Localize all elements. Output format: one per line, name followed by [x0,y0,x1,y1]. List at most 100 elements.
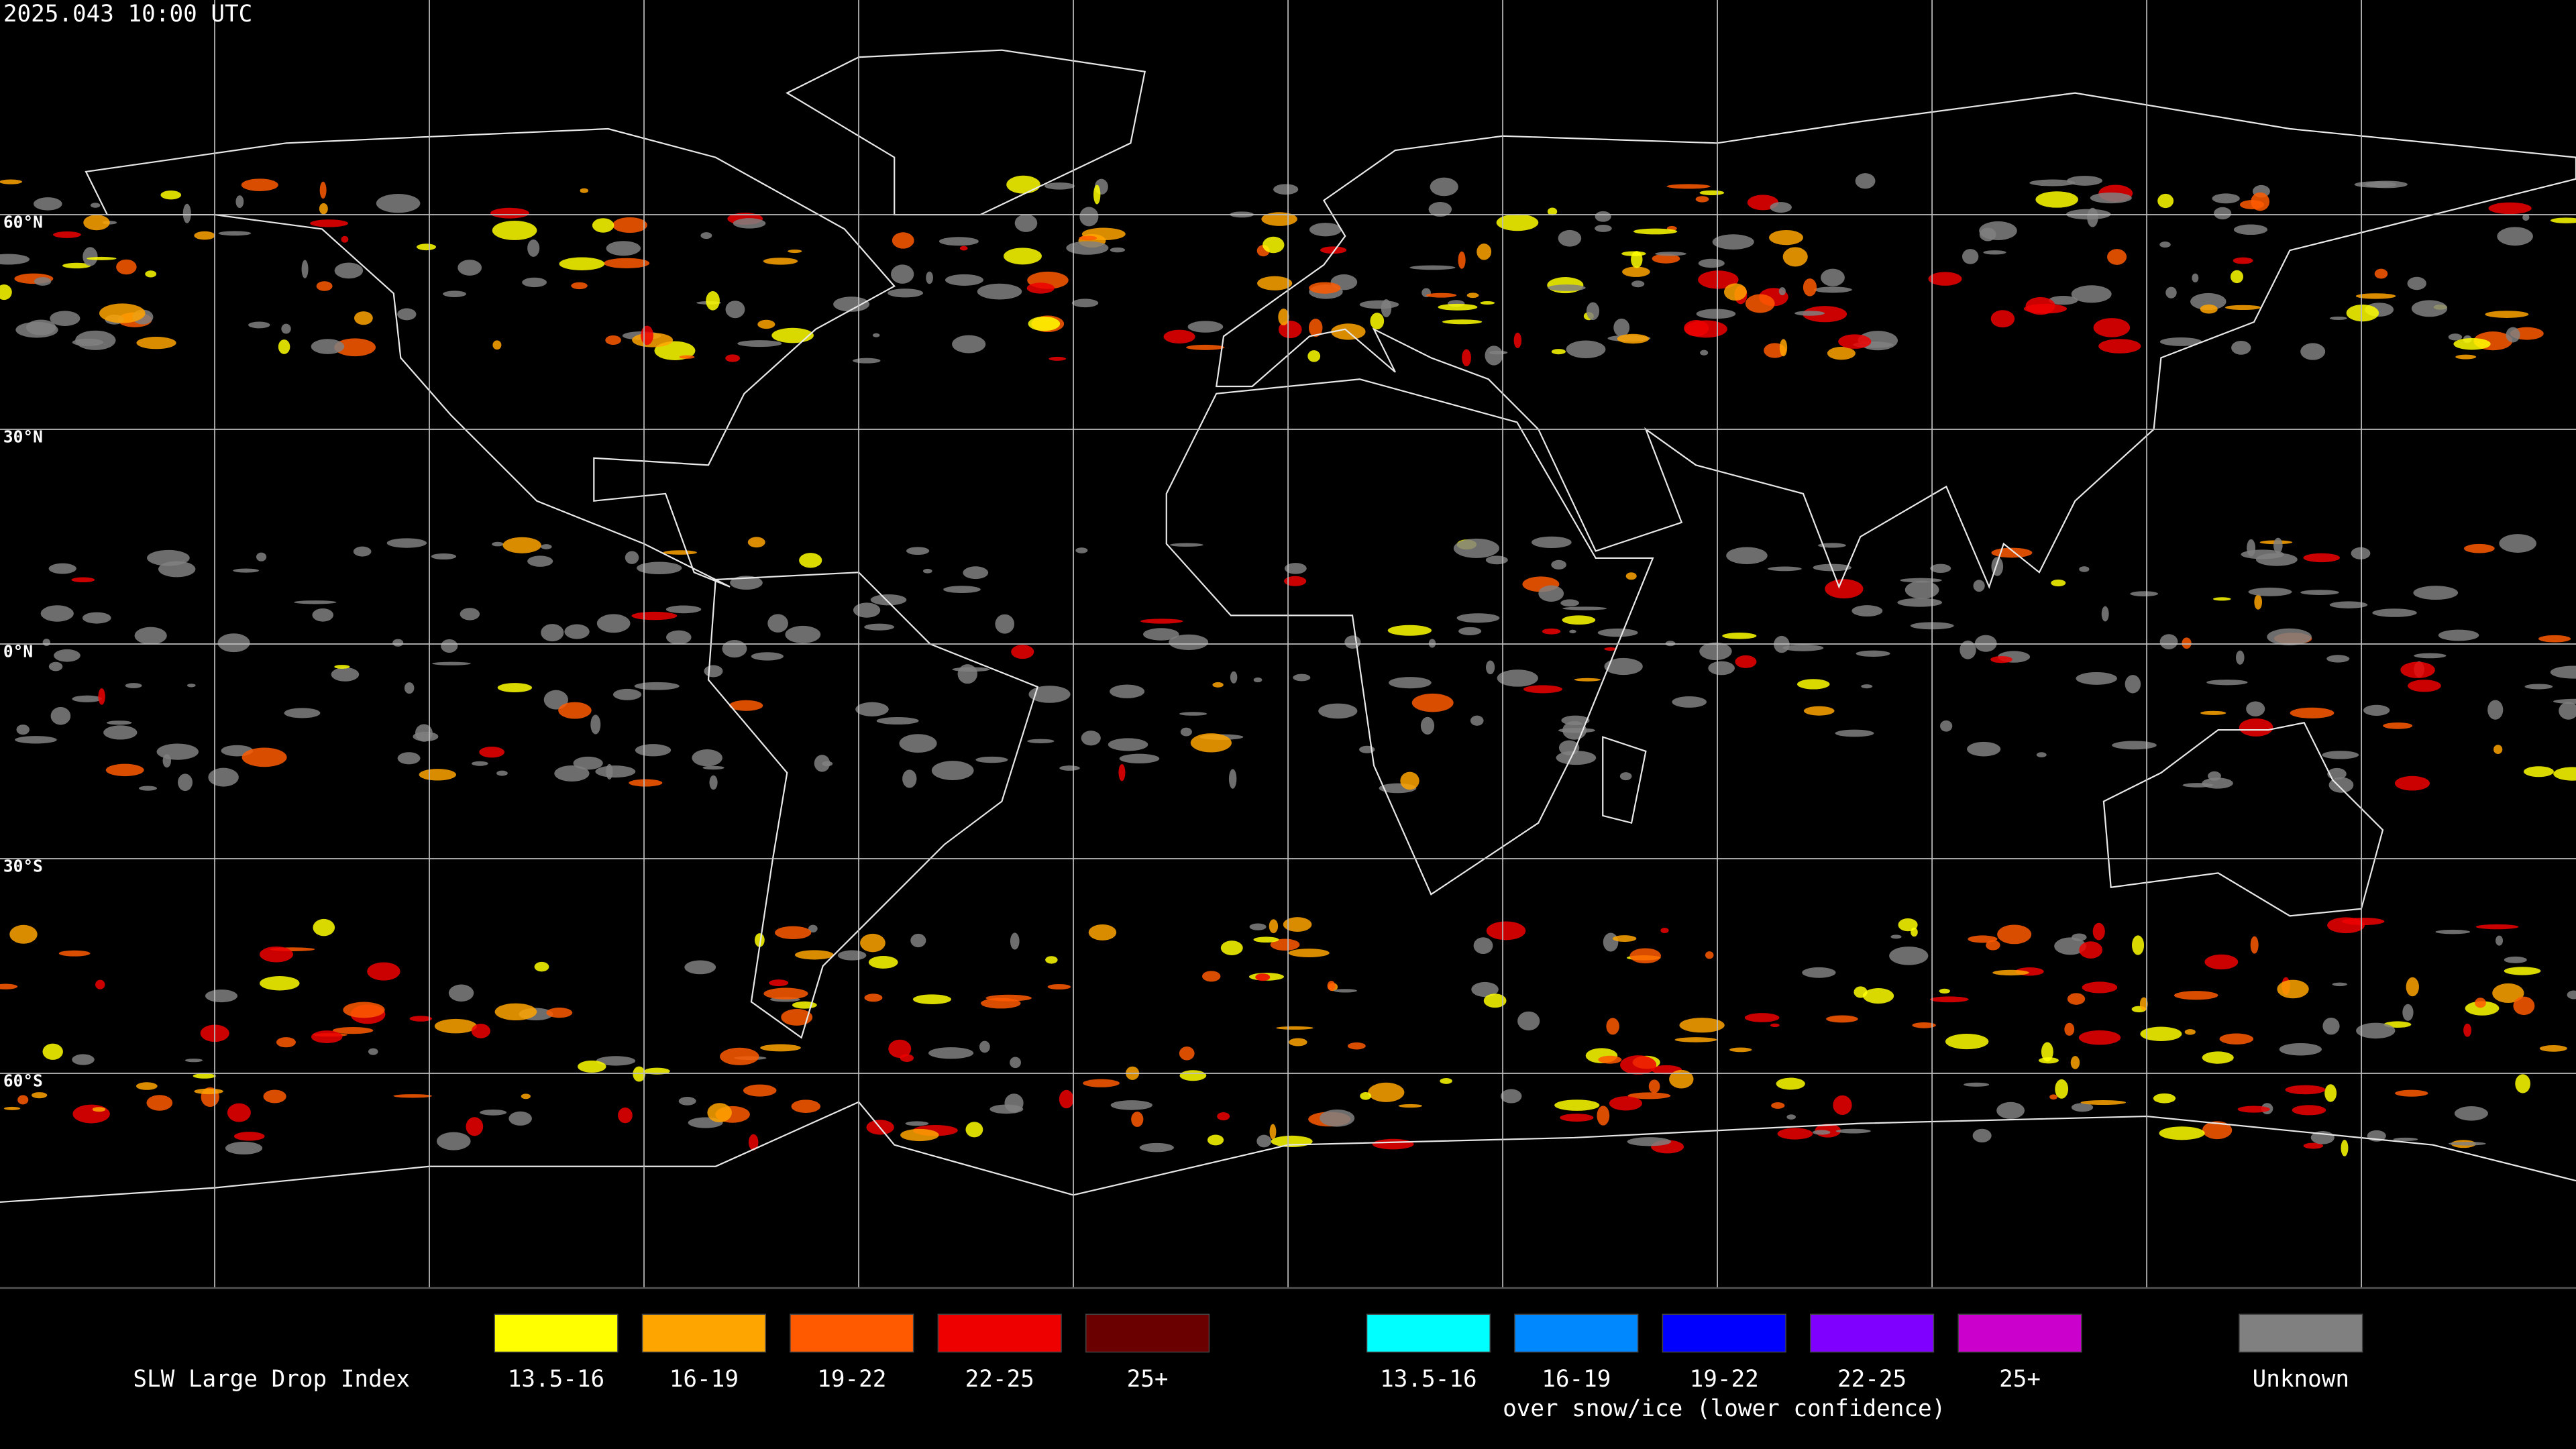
cloud-patch [1652,254,1680,264]
cloud-patch [2153,1093,2176,1104]
cloud-patch [1770,1023,1780,1028]
cloud-patch [2406,977,2419,997]
cloud-patch [1705,951,1714,959]
cloud-patch [751,652,784,661]
cloud-patch [95,979,105,989]
cloud-patch [2036,752,2047,758]
cloud-patch [443,290,467,297]
cloud-patch [1438,303,1478,311]
cloud-patch [1143,628,1179,641]
cloud-patch [975,756,1008,763]
cloud-patch [1723,283,1747,301]
cloud-patch [82,612,111,624]
cloud-patch [2182,637,2192,649]
cloud-patch [663,550,697,555]
cloud-patch [2078,1030,2121,1045]
cloud-patch [1838,334,1872,349]
cloud-patch [1889,947,1929,965]
cloud-patch [1991,547,2033,558]
cloud-patch [1726,547,1768,565]
cloud-patch [590,714,601,735]
cloud-patch [1813,286,1852,293]
legend-label: 19-22 [817,1366,886,1393]
cloud-patch [1960,640,1976,659]
cloud-patch [2035,191,2078,208]
cloud-patch [90,203,101,208]
legend-label: 22-25 [965,1366,1034,1393]
cloud-patch [2254,594,2263,610]
cloud-patch [2394,775,2430,791]
cloud-patch [788,250,802,254]
cloud-patch [864,994,883,1002]
cloud-patch [2365,180,2408,189]
cloud-patch [1249,923,1267,930]
cloud-patch [1220,941,1243,955]
cloud-patch [225,1141,263,1155]
cloud-patch [431,553,457,560]
cloud-patch [448,984,474,1002]
cloud-patch [2082,981,2118,994]
cloud-patch [1278,309,1289,326]
cloud-patch [606,241,641,256]
cloud-patch [2204,954,2239,970]
cloud-patch [564,624,590,639]
cloud-patch [1497,669,1538,687]
cloud-patch [1862,988,1894,1004]
cloud-patch [995,614,1015,634]
cloud-patch [2513,996,2535,1016]
cloud-patch [1320,246,1347,254]
lat-label: 60°N [3,213,43,232]
cloud-patch [2329,601,2368,608]
cloud-patch [899,734,937,753]
cloud-patch [2098,339,2141,354]
cloud-patch [125,683,142,688]
cloud-patch [16,724,30,735]
cloud-patch [2212,597,2231,601]
cloud-patch [612,688,642,700]
cloud-patch [502,537,541,553]
cloud-patch [1010,932,1020,950]
cloud-patch [1777,1128,1813,1140]
legend-swatch [1514,1313,1639,1353]
cloud-patch [791,1099,821,1114]
cloud-patch [1803,278,1817,297]
cloud-patch [1604,647,1617,651]
cloud-patch [1442,319,1483,325]
cloud-patch [2159,634,2178,649]
cloud-patch [2255,553,2298,566]
cloud-patch [1786,1114,1796,1120]
legend-label: 19-22 [1690,1366,1759,1393]
cloud-patch [1026,282,1055,294]
cloud-patch [276,1037,296,1048]
cloud-patch [2200,304,2218,314]
cloud-patch [1119,753,1160,764]
cloud-patch [1698,258,1725,268]
cloud-patch [1169,543,1203,547]
cloud-patch [1186,344,1225,350]
cloud-patch [1333,989,1357,993]
cloud-patch [2492,983,2524,1003]
cloud-patch [1897,598,1943,607]
cloud-patch [217,633,250,653]
cloud-patch [2435,929,2471,934]
cloud-patch [1833,1095,1852,1115]
cloud-patch [233,568,260,573]
cloud-patch [1827,347,1856,360]
cloud-patch [1045,956,1058,964]
cloud-patch [541,544,552,549]
cloud-patch [757,319,775,329]
legend-caption: over snow/ice (lower confidence) [1503,1395,1945,1422]
cloud-patch [1629,948,1662,964]
cloud-patch [2202,777,2233,789]
cloud-patch [892,232,914,249]
cloud-patch [1986,940,2000,951]
cloud-patch [2267,628,2312,645]
cloud-patch [1139,1142,1174,1152]
cloud-patch [50,311,80,326]
cloud-patch [1368,1082,1405,1102]
cloud-patch [928,1047,974,1059]
cloud-patch [1458,251,1466,269]
cloud-patch [1004,1093,1024,1113]
cloud-patch [1486,921,1526,941]
cloud-patch [747,537,765,548]
